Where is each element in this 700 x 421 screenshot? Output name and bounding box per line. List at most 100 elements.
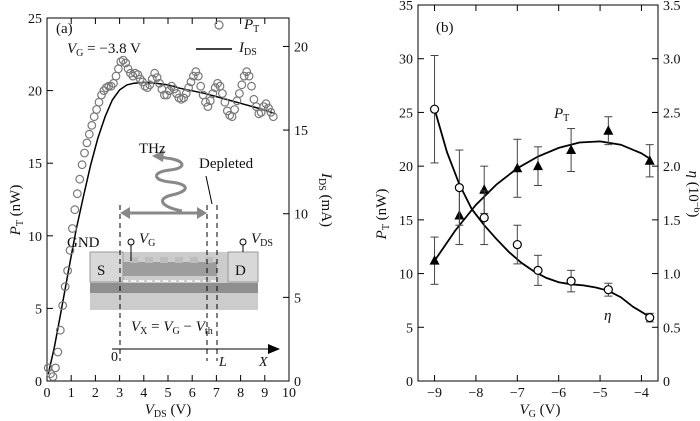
pt-data-point — [244, 71, 254, 81]
depleted-pointer — [205, 175, 213, 205]
pt-data-point — [142, 83, 152, 93]
span-arrow-left — [120, 207, 130, 219]
panel-b-y-tick-label-right: 0.5 — [663, 321, 681, 336]
pt-data-point — [87, 120, 97, 130]
panel-a-x-tick-label: 3 — [116, 386, 123, 401]
gate-finger — [175, 257, 183, 263]
pt-data-point — [266, 107, 276, 117]
panel-b-label: (b) — [436, 20, 454, 36]
legend-label-pt: PT — [243, 17, 259, 35]
vg-label: VG — [139, 231, 155, 249]
pt-data-point — [145, 80, 155, 90]
panel-a-x-tick-label: 2 — [92, 386, 99, 401]
panel-b-y-tick-label-right: 1.5 — [663, 214, 681, 229]
pt-data-point — [133, 70, 143, 79]
pt-data-point — [99, 86, 109, 95]
pt-data-point — [259, 102, 269, 111]
eta-circle-marker — [603, 285, 613, 295]
span-arrow-right — [197, 207, 207, 219]
gate-finger — [160, 257, 168, 263]
panel-a-x-tick-label: 10 — [282, 386, 296, 401]
pt-triangle-marker — [533, 160, 543, 171]
panel-b-y-tick-label-left: 20 — [399, 160, 413, 175]
pt-data-point — [65, 245, 75, 255]
pt-data-point — [80, 148, 89, 158]
pt-data-point — [113, 64, 123, 74]
pt-data-point — [123, 64, 133, 74]
pt-data-point — [84, 129, 94, 139]
pt-data-point — [232, 96, 242, 106]
pt-data-point — [111, 71, 121, 81]
pt-data-point — [121, 58, 131, 68]
panel-b-y-tick-label-right: 2.5 — [663, 106, 681, 121]
panel-b-ylabel-right: η (10−6) — [685, 171, 700, 218]
pt-data-point — [140, 81, 150, 91]
panel-b-y-tick-label-right: 1.0 — [663, 268, 681, 283]
panel-a-x-tick-label: 4 — [140, 386, 147, 401]
eta-fit-curve — [433, 108, 651, 319]
thz-wave — [155, 155, 187, 213]
pt-triangle-marker — [512, 162, 523, 173]
pt-data-point — [101, 83, 111, 93]
panel-a-y-tick-label-left: 0 — [35, 375, 42, 390]
x-axis-label: X — [258, 355, 268, 370]
pt-data-point — [63, 266, 72, 276]
panel-a-y-tick-label-right: 5 — [294, 291, 301, 306]
pt-data-point — [249, 94, 259, 104]
gate-terminal — [127, 238, 135, 246]
pt-data-point — [92, 105, 101, 114]
depleted-label: Depleted — [199, 156, 254, 172]
eta-circle-marker — [533, 265, 543, 275]
pt-triangle-marker — [644, 155, 655, 165]
channel-layer — [90, 283, 258, 293]
legend-marker-pt — [214, 20, 224, 30]
panel-a-y-tick-label-left: 25 — [28, 12, 42, 27]
panel-a-x-tick-label: 1 — [68, 386, 75, 401]
curve-label-pt: PT — [553, 106, 569, 124]
panel-b-x-tick-label: −4 — [634, 386, 649, 401]
panel-b-y-tick-label-left: 35 — [399, 0, 413, 14]
pt-triangle-marker — [429, 255, 440, 265]
thz-wave-arrowhead — [152, 150, 164, 162]
pt-data-point — [155, 78, 164, 88]
panel-a-x-tick-label: 9 — [261, 386, 268, 401]
panel-b-y-tick-label-left: 5 — [406, 321, 413, 336]
pt-data-point — [138, 77, 148, 87]
pt-data-point — [268, 112, 278, 122]
pt-data-point — [135, 74, 145, 84]
eta-circle-marker — [566, 276, 576, 286]
pt-data-point — [203, 102, 213, 111]
x-length-label: L — [218, 355, 227, 370]
pt-data-point — [193, 71, 203, 81]
panel-b-y-tick-label-left: 25 — [399, 106, 413, 121]
panel-a-y-tick-label-left: 15 — [28, 157, 42, 172]
panel-b-y-tick-label-right: 2.0 — [663, 160, 681, 175]
pt-data-point — [261, 99, 271, 109]
eta-circle-marker — [454, 183, 464, 193]
inset-schematic: THz Depleted GND S D 0 L X VG VDS VX = VG − Vth — [67, 141, 280, 370]
panel-a-series — [43, 55, 278, 382]
pt-data-point — [196, 81, 206, 91]
panel-b-y-tick-label-left: 0 — [406, 375, 413, 390]
pt-data-point — [181, 89, 191, 98]
panel-a-x-tick-label: 5 — [165, 386, 172, 401]
panel-b-x-tick-label: −5 — [593, 386, 608, 401]
pt-data-point — [188, 71, 198, 81]
pt-data-point — [72, 189, 82, 199]
pt-data-point — [169, 84, 179, 94]
pt-data-point — [159, 90, 169, 100]
panel-a-label: (a) — [56, 21, 73, 37]
panel-a-y-tick-label-left: 5 — [35, 302, 42, 317]
pt-data-point — [210, 83, 220, 93]
pt-data-point — [94, 97, 104, 107]
panel-a-y-tick-label-right: 10 — [294, 208, 308, 223]
pt-triangle-marker — [566, 144, 577, 155]
drain-label: D — [235, 263, 246, 279]
gate-finger — [130, 257, 138, 263]
gate-finger — [205, 257, 213, 263]
pt-data-point — [179, 93, 189, 103]
panel-b-xlabel: VG (V) — [520, 402, 561, 420]
pt-data-point — [152, 73, 162, 82]
pt-data-point — [186, 77, 196, 87]
pt-data-point — [46, 369, 55, 379]
